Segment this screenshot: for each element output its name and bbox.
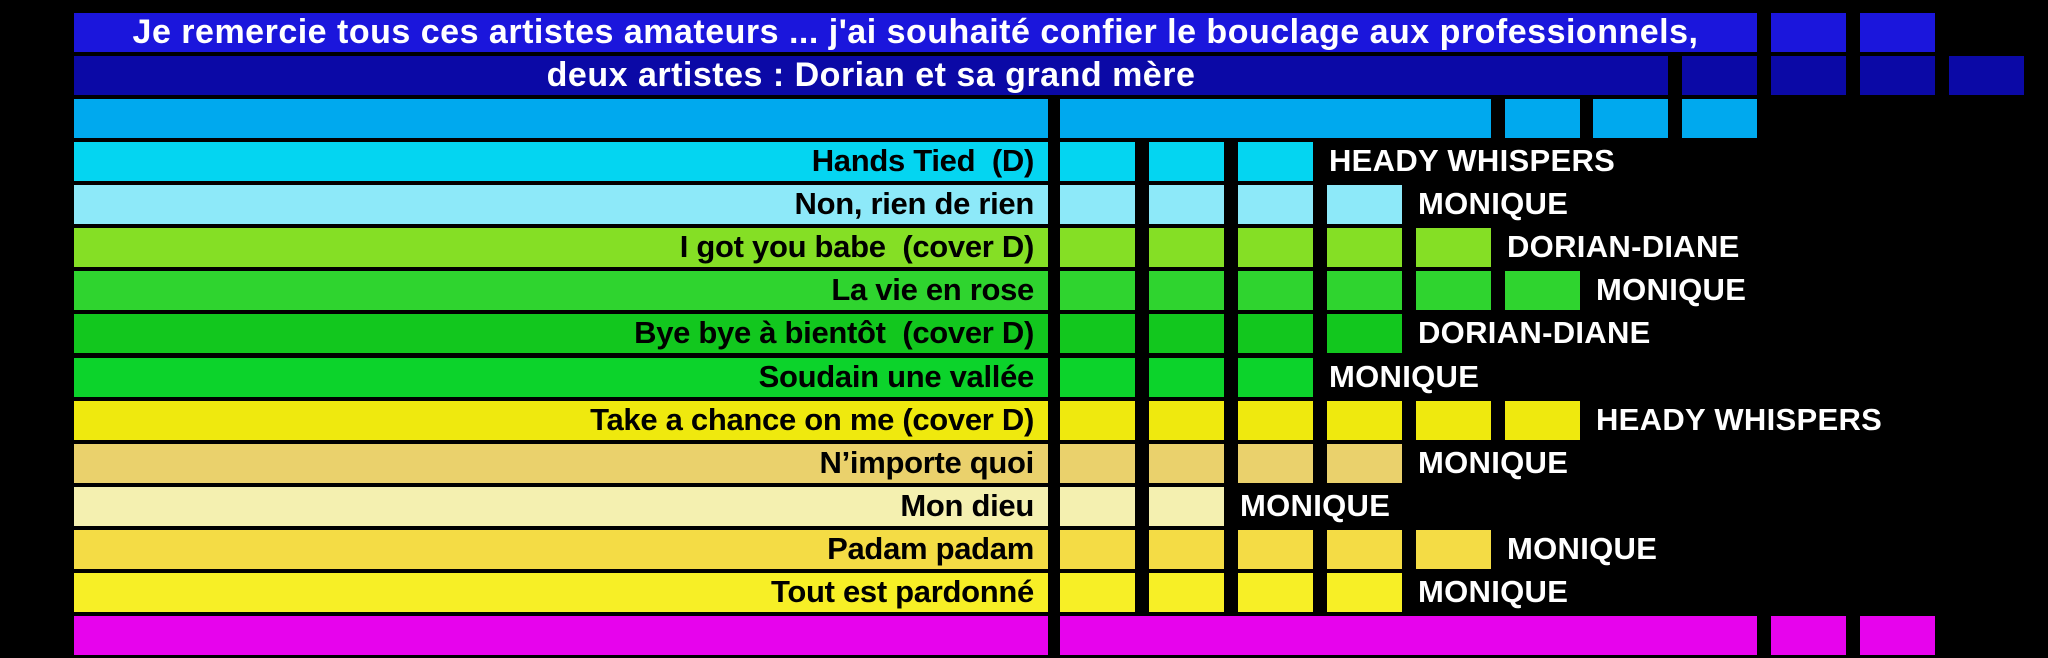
- song-label-bar: Take a chance on me (cover D): [74, 401, 1048, 440]
- song-label-bar: Non, rien de rien: [74, 185, 1048, 224]
- artist-label: MONIQUE: [1418, 574, 1569, 610]
- song-title: Bye bye à bientôt (cover D): [634, 315, 1034, 351]
- grid-cell: [1060, 358, 1135, 397]
- grid-cell: [1327, 185, 1402, 224]
- footer-row-extra-cell: [1771, 616, 1846, 655]
- grid-cell: [1060, 142, 1135, 181]
- header-row-label-segment: [74, 99, 1048, 138]
- footer-row-label-segment: [74, 616, 1048, 655]
- song-title: La vie en rose: [831, 272, 1034, 308]
- grid-cell: [1149, 185, 1224, 224]
- song-title: Padam padam: [827, 531, 1034, 567]
- grid-cell: [1327, 271, 1402, 310]
- grid-cell: [1238, 530, 1313, 569]
- artist-label: MONIQUE: [1418, 445, 1569, 481]
- grid-cell: [1416, 271, 1491, 310]
- title-banner-extra-cell: [1771, 13, 1846, 52]
- grid-cell: [1149, 573, 1224, 612]
- grid-cell: [1060, 530, 1135, 569]
- footer-row-bar-segment: [1060, 616, 1757, 655]
- artist-label: DORIAN-DIANE: [1418, 315, 1651, 351]
- title-banner-extra-cell: [1771, 56, 1846, 95]
- grid-cell: [1327, 314, 1402, 353]
- song-title: N’importe quoi: [819, 445, 1034, 481]
- grid-cell: [1149, 142, 1224, 181]
- grid-cell: [1238, 314, 1313, 353]
- grid-cell: [1327, 228, 1402, 267]
- grid-cell: [1149, 228, 1224, 267]
- song-label-bar: I got you babe (cover D): [74, 228, 1048, 267]
- song-label-bar: Bye bye à bientôt (cover D): [74, 314, 1048, 353]
- grid-cell: [1238, 185, 1313, 224]
- grid-cell: [1238, 358, 1313, 397]
- grid-cell: [1149, 358, 1224, 397]
- song-label-bar: Mon dieu: [74, 487, 1048, 526]
- song-label-bar: N’importe quoi: [74, 444, 1048, 483]
- grid-cell: [1060, 228, 1135, 267]
- grid-cell: [1238, 401, 1313, 440]
- grid-cell: [1149, 401, 1224, 440]
- grid-cell: [1238, 228, 1313, 267]
- grid-cell: [1060, 401, 1135, 440]
- artist-label: MONIQUE: [1507, 531, 1658, 567]
- grid-cell: [1416, 228, 1491, 267]
- artist-label: MONIQUE: [1240, 488, 1391, 524]
- song-label-bar: Tout est pardonné: [74, 573, 1048, 612]
- grid-cell: [1060, 487, 1135, 526]
- song-title: Hands Tied (D): [811, 143, 1035, 179]
- grid-cell: [1060, 444, 1135, 483]
- grid-cell: [1238, 271, 1313, 310]
- title-banner-extra-cell: [1949, 56, 2024, 95]
- song-title: Soudain une vallée: [758, 359, 1035, 395]
- artist-label: HEADY WHISPERS: [1329, 143, 1616, 179]
- song-title: Mon dieu: [900, 488, 1034, 524]
- song-title: Take a chance on me (cover D): [590, 402, 1034, 438]
- header-row-extra-cell: [1505, 99, 1580, 138]
- grid-cell: [1238, 142, 1313, 181]
- grid-cell: [1416, 401, 1491, 440]
- artist-label: MONIQUE: [1418, 186, 1569, 222]
- grid-cell: [1327, 444, 1402, 483]
- grid-cell: [1327, 530, 1402, 569]
- grid-cell: [1149, 444, 1224, 483]
- song-label-bar: Soudain une vallée: [74, 358, 1048, 397]
- grid-cell: [1060, 185, 1135, 224]
- title-banner-extra-cell: [1860, 13, 1935, 52]
- song-title: Tout est pardonné: [771, 574, 1034, 610]
- song-title: I got you babe (cover D): [679, 229, 1035, 265]
- grid-cell: [1238, 444, 1313, 483]
- title-banner-line2-text: deux artistes : Dorian et sa grand mère: [546, 55, 1196, 94]
- grid-cell: [1060, 271, 1135, 310]
- grid-cell: [1060, 314, 1135, 353]
- grid-cell: [1416, 530, 1491, 569]
- grid-cell: [1327, 573, 1402, 612]
- header-row-bar-segment: [1060, 99, 1491, 138]
- grid-cell: [1149, 487, 1224, 526]
- grid-cell: [1505, 271, 1580, 310]
- song-label-bar: La vie en rose: [74, 271, 1048, 310]
- artist-label: MONIQUE: [1596, 272, 1747, 308]
- title-banner-line2: deux artistes : Dorian et sa grand mère: [74, 56, 1668, 95]
- song-label-bar: Hands Tied (D): [74, 142, 1048, 181]
- artist-label: DORIAN-DIANE: [1507, 229, 1740, 265]
- song-title: Non, rien de rien: [794, 186, 1035, 222]
- title-banner-line1: Je remercie tous ces artistes amateurs .…: [74, 13, 1757, 52]
- footer-row-extra-cell: [1860, 616, 1935, 655]
- grid-cell: [1149, 271, 1224, 310]
- grid-cell: [1149, 530, 1224, 569]
- header-row-extra-cell: [1682, 99, 1757, 138]
- artist-label: HEADY WHISPERS: [1596, 402, 1883, 438]
- title-banner-extra-cell: [1682, 56, 1757, 95]
- grid-cell: [1327, 401, 1402, 440]
- grid-cell: [1060, 573, 1135, 612]
- title-banner-extra-cell: [1860, 56, 1935, 95]
- grid-cell: [1505, 401, 1580, 440]
- title-banner-line1-text: Je remercie tous ces artistes amateurs .…: [132, 12, 1699, 51]
- header-row-extra-cell: [1593, 99, 1668, 138]
- artist-label: MONIQUE: [1329, 359, 1480, 395]
- grid-cell: [1149, 314, 1224, 353]
- song-label-bar: Padam padam: [74, 530, 1048, 569]
- grid-cell: [1238, 573, 1313, 612]
